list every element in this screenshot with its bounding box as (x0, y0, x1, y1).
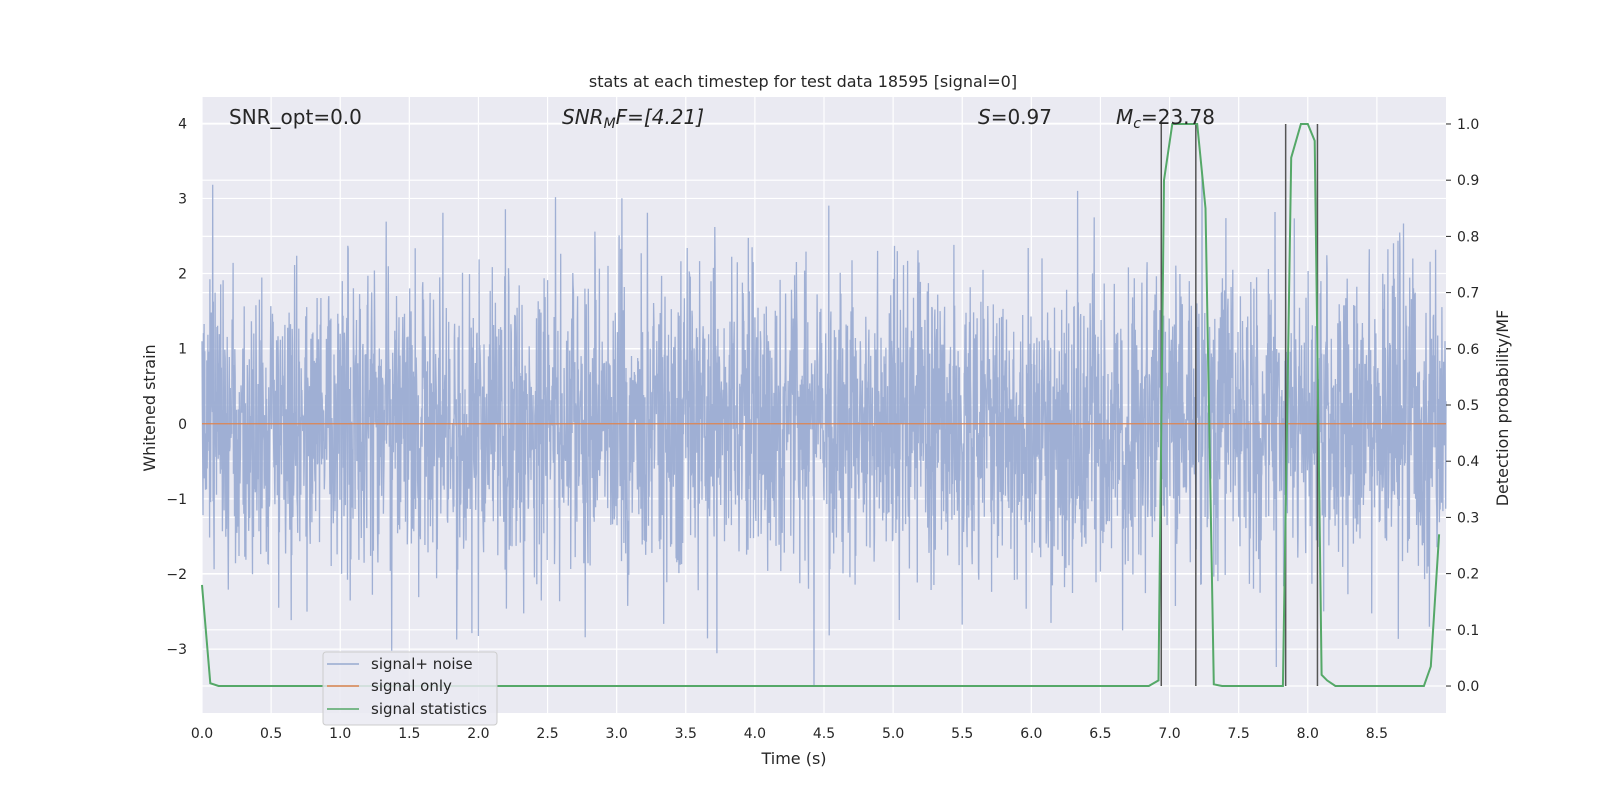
annotation-snr-opt: SNR_opt=0.0 (229, 105, 362, 129)
x-tick-label: 6.0 (1020, 726, 1042, 742)
y-tick-label: −2 (166, 567, 187, 583)
legend-label-signal-only: signal only (371, 677, 452, 695)
y2-tick-label: 0.7 (1457, 286, 1479, 302)
series-signal-noise (201, 170, 1447, 687)
axis-ticks: 0.0 0.5 1.0 1.5 2.0 2.5 3.0 3.5 4.0 4.5 5.0 5.5 6.0 6… (166, 116, 1479, 742)
y-tick-label: 4 (178, 116, 187, 132)
signal-noise-line (201, 170, 1447, 687)
annotation-mc-sub: c (1133, 116, 1141, 132)
x-tick-label: 4.5 (813, 726, 835, 742)
y2-tick-label: 0.3 (1457, 510, 1479, 526)
legend-label-signal-noise: signal+ noise (371, 655, 473, 673)
x-tick-label: 1.0 (329, 726, 351, 742)
x-tick-label: 5.5 (951, 726, 973, 742)
series-signal-statistics (201, 123, 1441, 687)
annotation-s-value: =0.97 (991, 105, 1052, 129)
y-axis-label: Whitened strain (140, 344, 159, 471)
x-tick-label: 0.5 (260, 726, 282, 742)
x-tick-label: 1.5 (398, 726, 420, 742)
y-tick-label: 3 (178, 191, 187, 207)
annotation-mc-var: M (1116, 105, 1133, 129)
x-axis-label: Time (s) (760, 749, 826, 768)
x-tick-label: 5.0 (882, 726, 904, 742)
x-tick-label: 8.0 (1297, 726, 1319, 742)
annotation-mc-value: =23.78 (1141, 105, 1215, 129)
grid-lines (201, 97, 1446, 713)
legend-box (322, 651, 498, 726)
y2-tick-label: 0.1 (1457, 623, 1479, 639)
y2-axis-label: Detection probability/MF (1493, 310, 1512, 507)
y2-tick-label: 0.4 (1457, 454, 1479, 470)
x-tick-label: 8.5 (1366, 726, 1388, 742)
annotation-s: S=0.97 (978, 105, 1052, 129)
y-tick-label: 2 (178, 267, 187, 283)
y2-tick-label: 0.2 (1457, 567, 1479, 583)
x-tick-label: 2.5 (536, 726, 558, 742)
y2-tick-label: 0.6 (1457, 342, 1479, 358)
y2-tick-label: 0.0 (1457, 679, 1479, 695)
annotation-s-var: S (978, 105, 991, 129)
y-tick-label: 0 (178, 417, 187, 433)
annotation-snr-mf-rest: F=[4.21] (616, 105, 704, 129)
annotation-snr-mf: SNRMF=[4.21] (562, 105, 704, 132)
y2-tick-label: 0.9 (1457, 173, 1479, 189)
annotation-snr-mf-base: SNR (562, 105, 604, 129)
y2-tick-label: 0.8 (1457, 229, 1479, 245)
x-tick-label: 3.0 (606, 726, 628, 742)
legend: signal+ noise signal only signal statist… (322, 651, 498, 726)
y-tick-label: 1 (178, 342, 187, 358)
signal-statistics-line (201, 123, 1441, 687)
y2-tick-label: 1.0 (1457, 117, 1479, 133)
y2-tick-label: 0.5 (1457, 398, 1479, 414)
y-tick-label: −1 (166, 492, 187, 508)
x-tick-label: 2.0 (467, 726, 489, 742)
x-tick-label: 0.0 (191, 726, 213, 742)
x-tick-label: 7.5 (1228, 726, 1250, 742)
annotation-mc: Mc=23.78 (1116, 105, 1215, 132)
x-tick-label: 7.0 (1158, 726, 1180, 742)
chart-title: stats at each timestep for test data 185… (589, 72, 1017, 91)
x-tick-label: 6.5 (1089, 726, 1111, 742)
x-tick-label: 4.0 (744, 726, 766, 742)
y-tick-label: −3 (166, 642, 187, 658)
legend-label-signal-statistics: signal statistics (371, 700, 487, 718)
x-tick-label: 3.5 (675, 726, 697, 742)
annotation-snr-mf-sub: M (604, 116, 616, 132)
